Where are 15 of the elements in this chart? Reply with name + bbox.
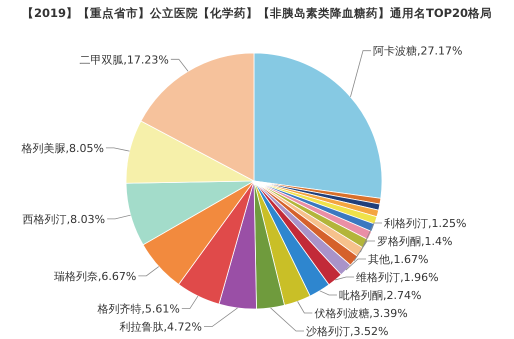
slice-label: 吡格列酮,2.74% <box>338 289 422 302</box>
slice-label: 伏格列波糖,3.39% <box>314 307 408 320</box>
slice-label: 利拉鲁肽,4.72% <box>120 320 202 334</box>
slice-label: 格列美脲,8.05% <box>20 142 104 155</box>
slice-label: 二甲双胍,17.23% <box>79 53 169 66</box>
slice-label: 瑞格列奈,6.67% <box>54 270 136 283</box>
slice-label: 利格列汀,1.25% <box>384 217 466 230</box>
slice-label: 维格列汀,1.96% <box>356 271 439 284</box>
slice-label: 西格列汀,8.03% <box>22 212 106 226</box>
slice-label: 阿卡波糖,27.17% <box>373 44 462 58</box>
chart-title: 【2019】【重点省市】公立医院【化学药】【非胰岛素类降血糖药】通用名TOP20格局 <box>22 6 492 20</box>
slice-label: 罗格列酮,1.4% <box>377 235 452 248</box>
slice-label: 格列齐特,5.61% <box>96 302 180 316</box>
slice-label: 其他,1.67% <box>368 253 428 266</box>
slice-label: 沙格列汀,3.52% <box>306 325 388 338</box>
